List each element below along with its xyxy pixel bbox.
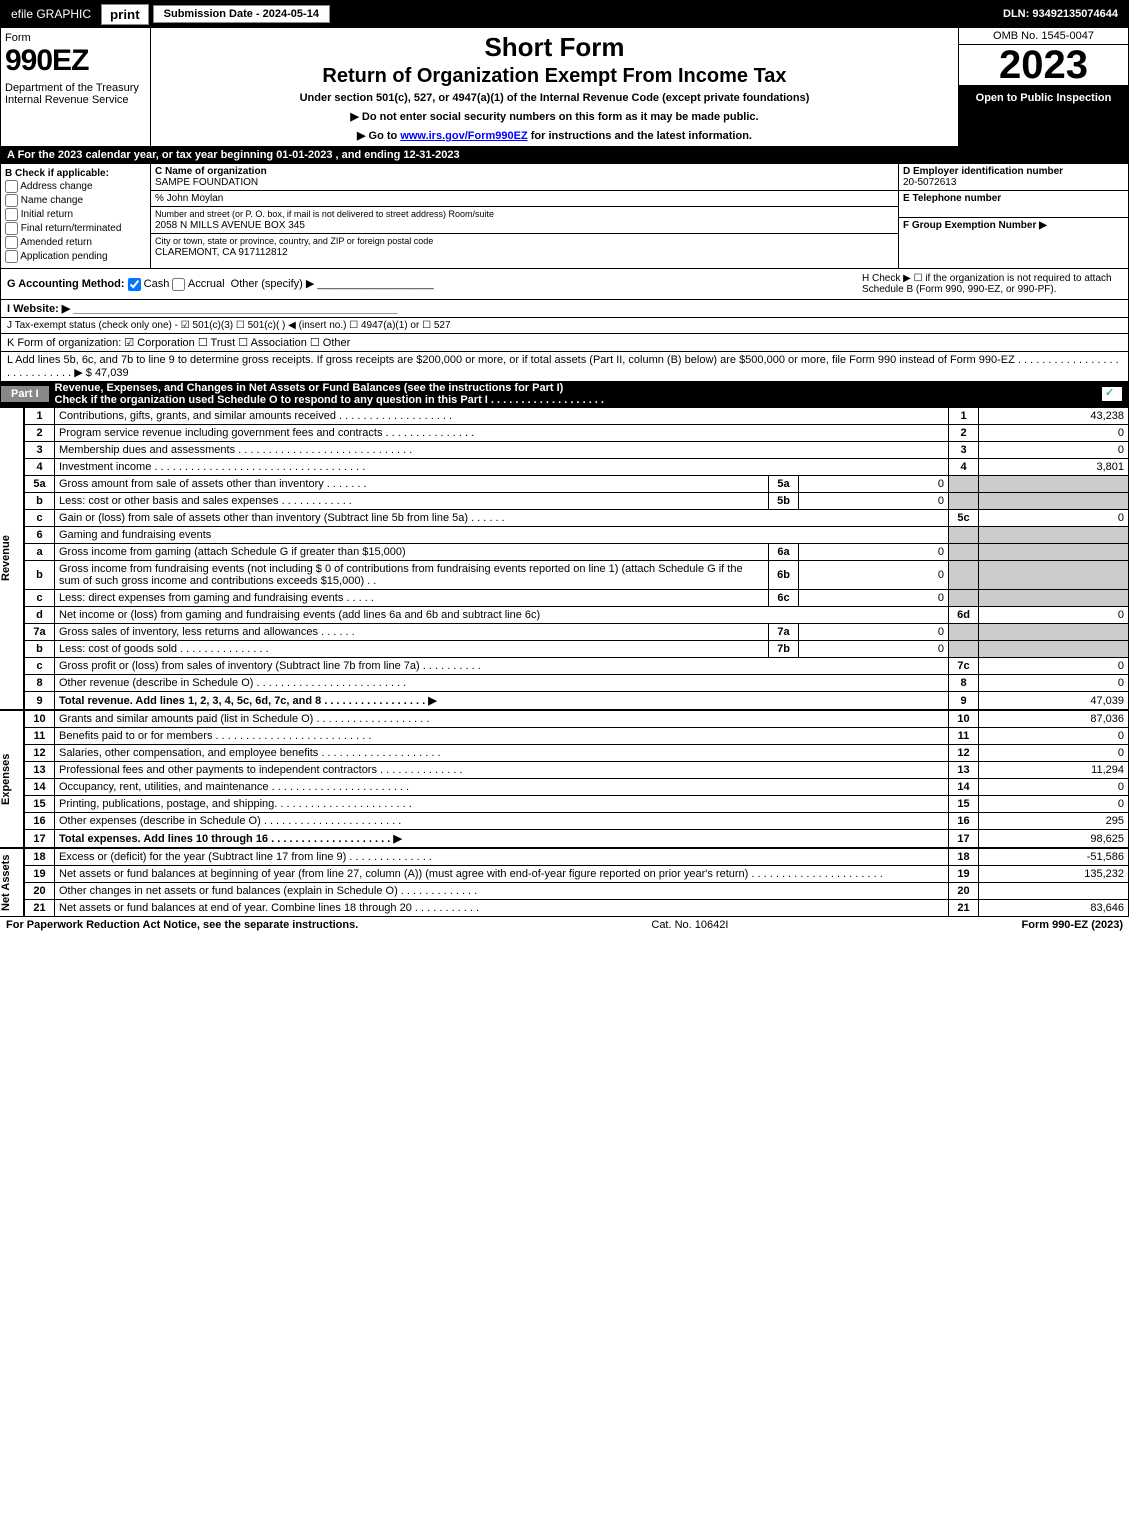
- form-word: Form: [5, 32, 146, 44]
- header-left: Form 990EZ Department of the Treasury In…: [1, 28, 151, 146]
- chk-initial-return[interactable]: Initial return: [5, 208, 146, 221]
- org-city: CLAREMONT, CA 917112812: [155, 247, 288, 258]
- e-tel-row: E Telephone number: [899, 191, 1128, 218]
- d-heading: D Employer identification number: [903, 166, 1063, 177]
- revenue-side-label: Revenue: [0, 407, 24, 710]
- expenses-section: Expenses 10Grants and similar amounts pa…: [0, 710, 1129, 848]
- line-j-status: J Tax-exempt status (check only one) - ☑…: [0, 318, 1129, 334]
- f-heading: F Group Exemption Number ▶: [903, 220, 1047, 231]
- chk-app-pending[interactable]: Application pending: [5, 250, 146, 263]
- part-1-title: Revenue, Expenses, and Changes in Net As…: [55, 382, 1102, 406]
- header-right: OMB No. 1545-0047 2023 Open to Public In…: [958, 28, 1128, 146]
- chk-address-change[interactable]: Address change: [5, 180, 146, 193]
- print-button[interactable]: print: [101, 4, 149, 25]
- tax-year: 2023: [959, 45, 1128, 86]
- footer-left: For Paperwork Reduction Act Notice, see …: [6, 919, 358, 931]
- netassets-table: 18Excess or (deficit) for the year (Subt…: [24, 848, 1129, 917]
- chk-accrual[interactable]: [172, 278, 185, 291]
- open-to-public: Open to Public Inspection: [959, 86, 1128, 146]
- row-a-period: A For the 2023 calendar year, or tax yea…: [0, 147, 1129, 164]
- org-address: 2058 N MILLS AVENUE BOX 345: [155, 220, 305, 231]
- b-heading: B Check if applicable:: [5, 168, 146, 179]
- c-heading: C Name of organization: [155, 166, 267, 177]
- ein: 20-5072613: [903, 177, 956, 188]
- header-mid: Short Form Return of Organization Exempt…: [151, 28, 958, 146]
- part-1-label: Part I: [1, 386, 49, 402]
- expenses-table: 10Grants and similar amounts paid (list …: [24, 710, 1129, 848]
- form-number: 990EZ: [5, 44, 146, 78]
- title-return: Return of Organization Exempt From Incom…: [157, 65, 952, 88]
- city-heading: City or town, state or province, country…: [155, 236, 433, 246]
- form-header: Form 990EZ Department of the Treasury In…: [0, 28, 1129, 147]
- e-heading: E Telephone number: [903, 193, 1001, 204]
- line-g-h: G Accounting Method: Cash Accrual Other …: [0, 269, 1129, 300]
- title-short-form: Short Form: [157, 32, 952, 63]
- c-addr-row: Number and street (or P. O. box, if mail…: [151, 207, 898, 234]
- chk-amended[interactable]: Amended return: [5, 236, 146, 249]
- footer-cat: Cat. No. 10642I: [358, 919, 1021, 931]
- line-l-receipts: L Add lines 5b, 6c, and 7b to line 9 to …: [0, 352, 1129, 382]
- part-1-header: Part I Revenue, Expenses, and Changes in…: [0, 382, 1129, 407]
- chk-name-change[interactable]: Name change: [5, 194, 146, 207]
- netassets-section: Net Assets 18Excess or (deficit) for the…: [0, 848, 1129, 917]
- col-d: D Employer identification number 20-5072…: [898, 164, 1128, 268]
- col-c: C Name of organization SAMPE FOUNDATION …: [151, 164, 898, 268]
- top-bar: efile GRAPHIC print Submission Date - 20…: [0, 0, 1129, 28]
- submission-date: Submission Date - 2024-05-14: [153, 5, 330, 23]
- line-k-org: K Form of organization: ☑ Corporation ☐ …: [0, 334, 1129, 352]
- irs-link[interactable]: www.irs.gov/Form990EZ: [400, 130, 527, 142]
- footer-form: Form 990-EZ (2023): [1022, 919, 1123, 931]
- instruction-goto: ▶ Go to www.irs.gov/Form990EZ for instru…: [157, 129, 952, 142]
- chk-cash[interactable]: [128, 278, 141, 291]
- revenue-section: Revenue 1Contributions, gifts, grants, a…: [0, 407, 1129, 710]
- block-bcd: B Check if applicable: Address change Na…: [0, 164, 1129, 269]
- c-city-row: City or town, state or province, country…: [151, 234, 898, 260]
- chk-final-return[interactable]: Final return/terminated: [5, 222, 146, 235]
- line-i-website: I Website: ▶ ___________________________…: [0, 300, 1129, 318]
- dln: DLN: 93492135074644: [1003, 8, 1124, 20]
- org-name: SAMPE FOUNDATION: [155, 177, 258, 188]
- d-ein-row: D Employer identification number 20-5072…: [899, 164, 1128, 191]
- f-group-row: F Group Exemption Number ▶: [899, 218, 1128, 233]
- h-check: H Check ▶ ☐ if the organization is not r…: [862, 273, 1122, 295]
- c-name-row: C Name of organization SAMPE FOUNDATION: [151, 164, 898, 191]
- subtitle-section: Under section 501(c), 527, or 4947(a)(1)…: [157, 92, 952, 104]
- schedule-o-check[interactable]: [1102, 387, 1122, 401]
- expenses-side-label: Expenses: [0, 710, 24, 848]
- page-footer: For Paperwork Reduction Act Notice, see …: [0, 917, 1129, 933]
- revenue-table: 1Contributions, gifts, grants, and simil…: [24, 407, 1129, 710]
- instruction-ssn: ▶ Do not enter social security numbers o…: [157, 110, 952, 123]
- addr-heading: Number and street (or P. O. box, if mail…: [155, 209, 494, 219]
- g-accounting: G Accounting Method: Cash Accrual Other …: [7, 277, 862, 291]
- department: Department of the Treasury Internal Reve…: [5, 82, 146, 106]
- efile-label: efile GRAPHIC: [5, 7, 97, 21]
- netassets-side-label: Net Assets: [0, 848, 24, 917]
- col-b: B Check if applicable: Address change Na…: [1, 164, 151, 268]
- c-care-row: % John Moylan: [151, 191, 898, 207]
